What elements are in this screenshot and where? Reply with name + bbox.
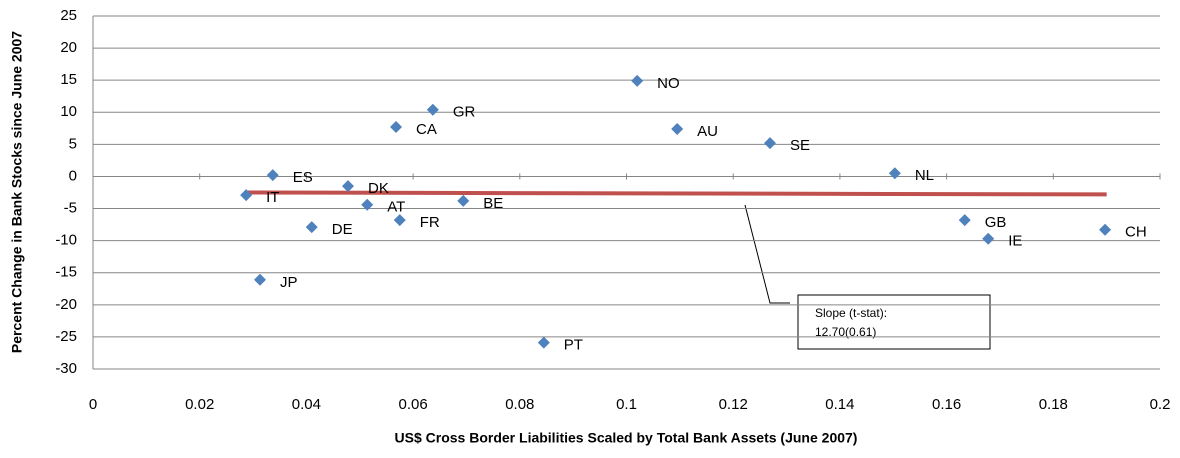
x-tick-label: 0.18 xyxy=(1039,396,1068,413)
point xyxy=(253,273,266,286)
x-tick-label: 0.2 xyxy=(1150,396,1171,413)
x-tick-label: 0.12 xyxy=(719,396,748,413)
point-label: AU xyxy=(697,123,718,140)
annotation-box xyxy=(797,294,991,350)
point-label: DE xyxy=(332,221,353,238)
point xyxy=(426,103,439,116)
point xyxy=(958,214,971,227)
point-label: GB xyxy=(985,214,1007,231)
point-label: IE xyxy=(1008,233,1022,250)
callout-line xyxy=(744,204,790,304)
point-label: PT xyxy=(564,337,583,354)
point-label: GR xyxy=(453,104,476,121)
x-tick-label: 0.16 xyxy=(932,396,961,413)
point xyxy=(888,167,901,180)
point-label: AT xyxy=(387,199,405,216)
point xyxy=(537,336,550,349)
y-tick-label: 25 xyxy=(60,7,77,24)
y-tick-label: -10 xyxy=(55,232,77,249)
x-tick-label: 0 xyxy=(89,396,97,413)
point xyxy=(457,194,470,207)
y-tick-label: -30 xyxy=(55,360,77,377)
annotation-text: 12.70(0.61) xyxy=(815,325,876,339)
point xyxy=(631,74,644,87)
x-tick-label: 0.14 xyxy=(825,396,854,413)
point xyxy=(342,180,355,193)
y-axis-label: Percent Change in Bank Stocks since June… xyxy=(9,31,25,353)
y-tick-label: 15 xyxy=(60,71,77,88)
point-label: CH xyxy=(1125,224,1147,241)
y-tick-label: 0 xyxy=(69,167,77,184)
point-label: DK xyxy=(368,180,389,197)
x-tick-label: 0.1 xyxy=(616,396,637,413)
point xyxy=(240,189,253,202)
point xyxy=(361,198,374,211)
point-label: NO xyxy=(657,75,680,92)
point xyxy=(764,137,777,150)
x-tick-label: 0.02 xyxy=(185,396,214,413)
point xyxy=(266,169,279,182)
point xyxy=(305,221,318,234)
point-label: BE xyxy=(483,195,503,212)
point-label: JP xyxy=(280,274,298,291)
point-label: IT xyxy=(266,189,279,206)
point xyxy=(982,232,995,245)
point-label: FR xyxy=(420,214,440,231)
point xyxy=(393,214,406,227)
point xyxy=(390,121,403,134)
point-label: NL xyxy=(915,167,934,184)
point-label: SE xyxy=(790,137,810,154)
point-label: CA xyxy=(416,121,437,138)
point xyxy=(671,122,684,135)
y-tick-label: 10 xyxy=(60,103,77,120)
x-axis-label: US$ Cross Border Liabilities Scaled by T… xyxy=(395,430,858,446)
point xyxy=(1099,223,1112,236)
y-tick-label: 5 xyxy=(69,135,77,152)
annotation-text: Slope (t-stat): xyxy=(815,306,887,320)
y-tick-label: -5 xyxy=(64,200,77,217)
y-tick-label: -20 xyxy=(55,296,77,313)
y-tick-label: -15 xyxy=(55,264,77,281)
y-tick-label: -25 xyxy=(55,328,77,345)
point-label: ES xyxy=(293,169,313,186)
x-tick-label: 0.08 xyxy=(505,396,534,413)
x-tick-label: 0.06 xyxy=(398,396,427,413)
x-tick-label: 0.04 xyxy=(292,396,321,413)
y-tick-label: 20 xyxy=(60,39,77,56)
trendline xyxy=(247,190,1107,197)
